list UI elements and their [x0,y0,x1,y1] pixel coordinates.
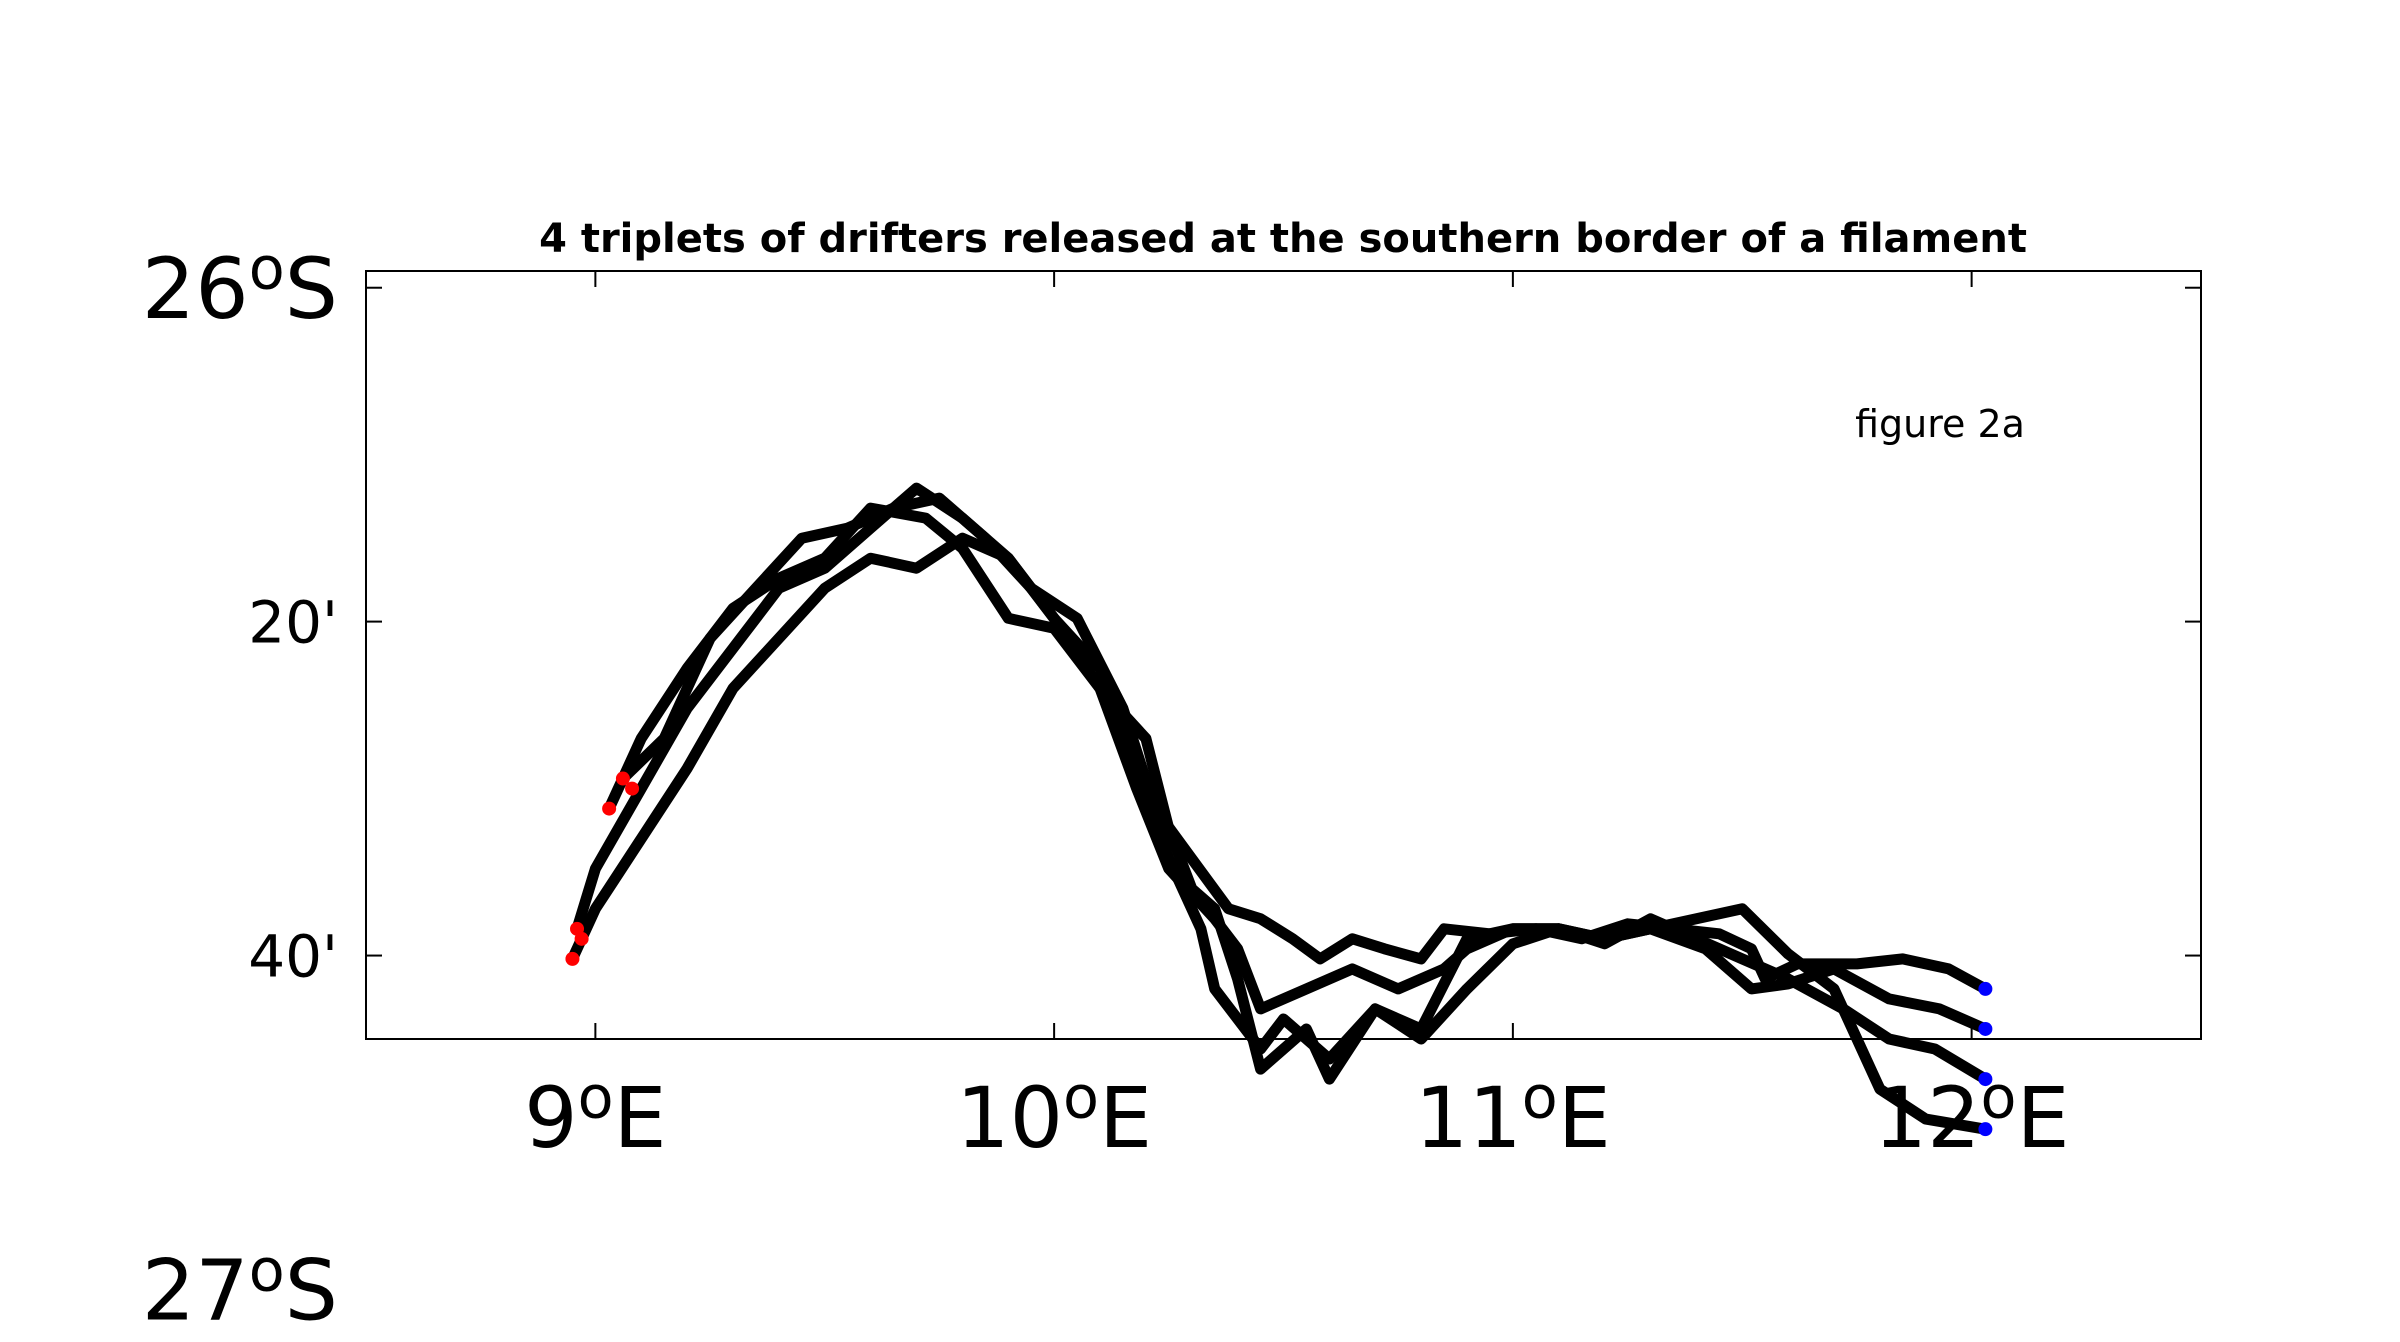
final-position-point [615,771,630,786]
drifter-track-2 [603,502,1991,1035]
plot-frame [365,270,2202,1040]
drifter-track-3 [571,482,1991,1085]
x-tick-label: 10oE [956,1063,1152,1167]
y-tick-label: 40' [248,922,338,990]
release-point [1978,1021,1993,1036]
final-position-point [565,951,580,966]
drifter-track-4 [566,532,1991,1135]
x-tick-label: 9oE [524,1063,667,1167]
release-point [1978,1072,1993,1087]
x-tick-label: 11oE [1415,1063,1611,1167]
axis-ticks [366,271,2201,1039]
y-axis-tick-labels: 26oS 20' 40' 27oS [142,234,338,1340]
release-point [1978,981,1993,996]
final-position-point [602,801,617,816]
y-tick-label: 27oS [142,1235,338,1339]
y-tick-label: 26oS [142,234,338,338]
drifter-tracks [566,482,1991,1135]
final-position-point [625,781,640,796]
chart-title: 4 triplets of drifters released at the s… [539,216,2027,262]
x-tick-label: 12oE [1874,1063,2070,1167]
y-tick-label: 20' [248,588,338,656]
drifter-markers [565,771,1993,1137]
release-point [1978,1122,1993,1137]
final-position-point [574,931,589,946]
figure-annotation: figure 2a [1855,402,2025,446]
x-axis-tick-labels: 9oE 10oE 11oE 12oE [524,1063,2069,1167]
